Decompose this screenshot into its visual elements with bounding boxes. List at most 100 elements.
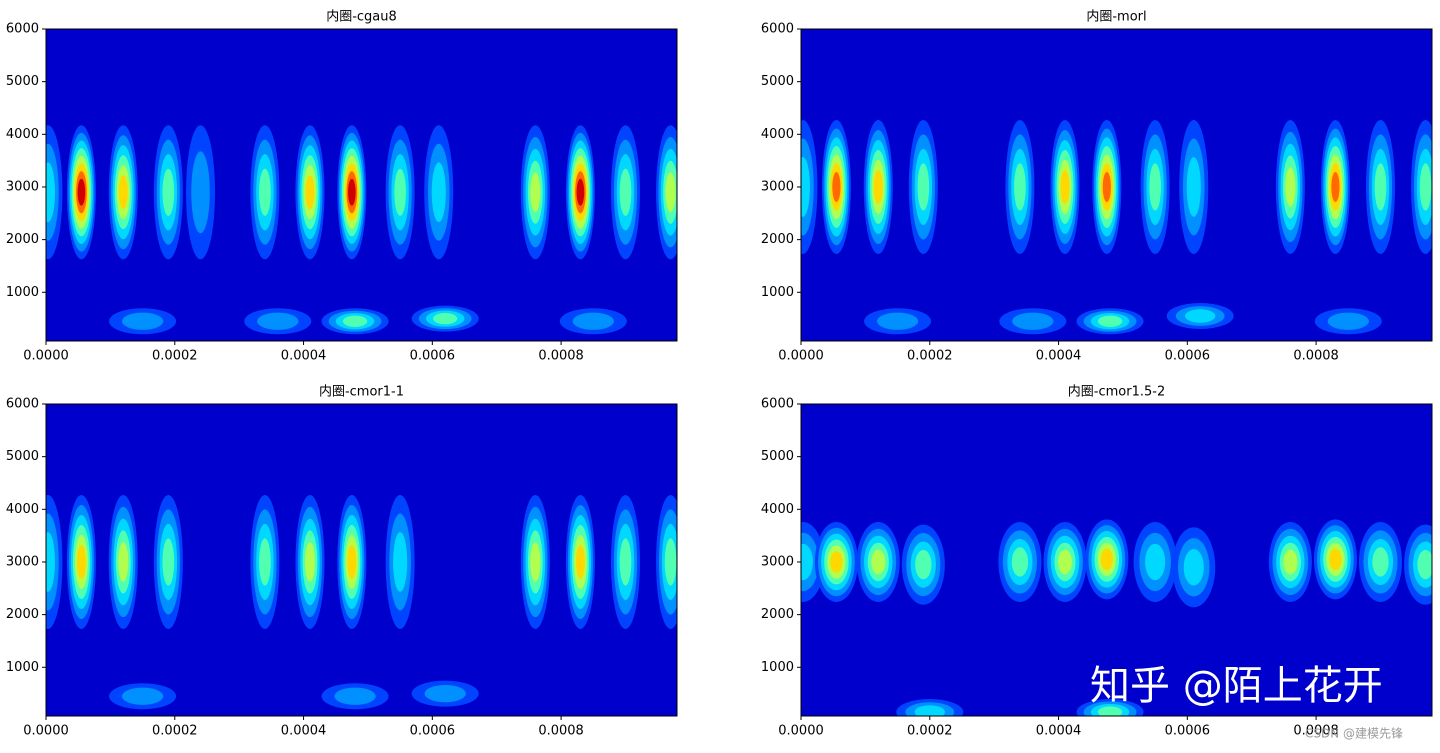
plot-frame (800, 28, 1433, 342)
plot-frame (800, 403, 1433, 717)
contour-level (871, 549, 886, 575)
y-tick-label: 1000 (761, 285, 794, 300)
y-tick-label: 4000 (761, 127, 794, 142)
x-tick-label: 0.0000 (23, 724, 69, 739)
x-tick-label: 0.0004 (281, 724, 327, 739)
contour-level (1058, 549, 1072, 575)
contour-level (162, 168, 175, 216)
chart-title: 内圈-cgau8 (326, 9, 397, 25)
contour-level (1331, 171, 1340, 202)
contour-level (665, 172, 676, 212)
x-tick-label: 0.0004 (281, 349, 327, 364)
contour-level (801, 157, 811, 217)
contour-level (1145, 543, 1166, 581)
contour-level (832, 171, 841, 202)
y-tick-label: 5000 (6, 449, 39, 464)
contour-level (1097, 315, 1123, 327)
contour-level (1060, 169, 1070, 204)
contour-level (1372, 547, 1389, 577)
contour-level (1417, 549, 1432, 580)
contour-level (118, 542, 129, 582)
contour-level (801, 543, 814, 581)
x-tick-label: 0.0002 (152, 724, 198, 739)
x-tick-label: 0.0006 (410, 724, 456, 739)
contour-level (1184, 309, 1216, 323)
plot-area (801, 519, 1432, 716)
contour-level (347, 544, 357, 579)
chart-title: 内圈-cmor1-1 (319, 384, 404, 400)
contour-level (121, 312, 164, 330)
y-tick-label: 5000 (761, 74, 794, 89)
y-tick-label: 3000 (761, 179, 794, 194)
contour-level (394, 168, 406, 216)
x-tick-label: 0.0000 (778, 724, 824, 739)
chart-title: 内圈-cmor1.5-2 (1068, 384, 1165, 400)
contour-level (1011, 547, 1029, 577)
watermark: 知乎 @陌上花开 (1090, 663, 1383, 709)
y-tick-label: 4000 (6, 502, 39, 517)
contour-level (1283, 549, 1298, 575)
contour-level (433, 312, 458, 325)
y-tick-label: 4000 (6, 127, 39, 142)
x-tick-label: 0.0004 (1036, 349, 1082, 364)
y-tick-label: 1000 (6, 285, 39, 300)
x-tick-label: 0.0002 (907, 724, 953, 739)
y-tick-label: 4000 (761, 502, 794, 517)
contour-level (1374, 163, 1387, 211)
y-tick-label: 6000 (761, 22, 794, 37)
contour-level (914, 705, 945, 716)
x-tick-label: 0.0006 (1165, 349, 1211, 364)
contour-level (304, 542, 316, 582)
contour-level (1419, 163, 1432, 211)
contour-level (830, 551, 843, 573)
y-tick-label: 3000 (6, 554, 39, 569)
contour-level (76, 544, 86, 579)
contour-level (576, 178, 585, 206)
contour-level (1014, 163, 1026, 211)
contour-level (1183, 548, 1204, 586)
contour-level (342, 315, 368, 327)
contour-level (259, 538, 271, 586)
contour-level (664, 538, 677, 586)
x-tick-label: 0.0008 (538, 724, 584, 739)
contour-level (1012, 312, 1054, 330)
contour-level (1102, 171, 1111, 202)
contour-level (1100, 548, 1113, 571)
watermark: CSDN @建模先锋 (1305, 727, 1403, 741)
x-tick-label: 0.0000 (778, 349, 824, 364)
y-tick-label: 2000 (761, 232, 794, 247)
y-tick-label: 2000 (761, 607, 794, 622)
contour-level (257, 312, 299, 330)
contour-level (191, 151, 210, 234)
y-tick-label: 3000 (761, 554, 794, 569)
contour-level (393, 532, 408, 592)
plot-area (46, 494, 677, 710)
x-tick-label: 0.0002 (907, 349, 953, 364)
contour-level (1097, 706, 1123, 716)
plot-frame (45, 403, 678, 717)
contour-level (1149, 163, 1161, 211)
contour-level (121, 687, 164, 705)
y-tick-label: 1000 (6, 660, 39, 675)
plot-area (46, 125, 677, 335)
contour-level (1186, 157, 1201, 217)
y-tick-label: 6000 (6, 397, 39, 412)
contour-level (46, 162, 56, 223)
contour-level (424, 685, 466, 703)
x-tick-label: 0.0008 (1293, 349, 1339, 364)
contour-level (118, 175, 128, 210)
contour-level (1285, 167, 1296, 207)
x-tick-label: 0.0008 (538, 349, 584, 364)
contour-level (431, 162, 446, 223)
y-tick-label: 2000 (6, 232, 39, 247)
plot-frame (45, 28, 678, 342)
contour-level (259, 168, 271, 216)
contour-level (575, 544, 585, 579)
x-tick-label: 0.0006 (1165, 724, 1211, 739)
chart-title: 内圈-morl (1086, 9, 1146, 25)
contour-level (530, 542, 541, 582)
y-tick-label: 5000 (6, 74, 39, 89)
contour-level (1329, 548, 1342, 571)
x-tick-label: 0.0004 (1036, 724, 1082, 739)
